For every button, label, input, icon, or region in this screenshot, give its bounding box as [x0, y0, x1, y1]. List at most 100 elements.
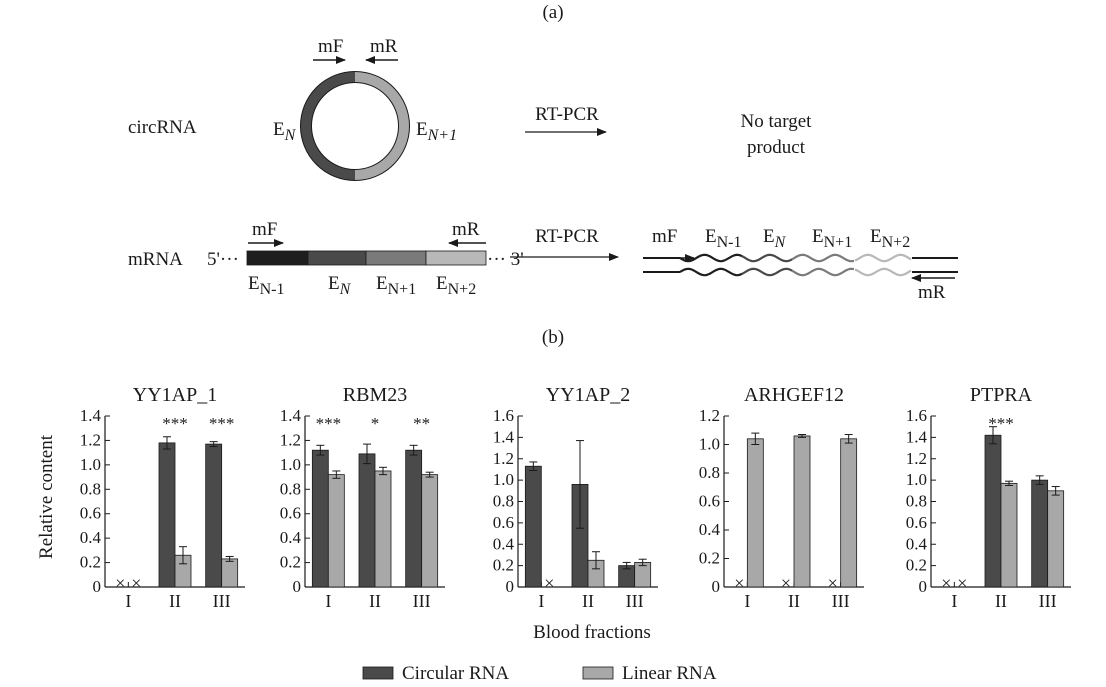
product-exon-label-3: EN+1	[812, 226, 852, 251]
mrna-exon-2	[307, 250, 367, 266]
mrna-label: mRNA	[128, 249, 183, 270]
product-strand-2-segment-1	[679, 267, 743, 277]
product-primer-f: mF	[652, 226, 677, 247]
x-axis-label: Blood fractions	[533, 622, 651, 643]
chart-4-ytick-label-4: 0.8	[699, 463, 720, 482]
chart-4-xtick-label-1: II	[788, 591, 800, 611]
mrna-exon-4	[425, 250, 487, 266]
charts-layer: YY1AP_100.20.40.60.81.01.21.4I× ×II***III…	[80, 384, 1071, 611]
circrna-ring-right	[354, 71, 410, 181]
chart-1-significance-2: ***	[162, 414, 188, 433]
chart-1-significance-3: ***	[209, 414, 235, 433]
chart-3-ytick-label-3: 0.6	[493, 513, 514, 532]
mrna-exon-label-1: EN-1	[248, 273, 285, 298]
circrna-ring-outline-outer	[300, 71, 410, 181]
legend-swatch-circular	[362, 666, 394, 680]
pcr-product	[643, 253, 958, 282]
chart-4-ytick-label-6: 1.2	[699, 406, 720, 425]
legend-label-circular: Circular RNA	[402, 663, 509, 684]
chart-2-title: RBM23	[343, 384, 407, 406]
chart-4-ytick-label-0: 0	[712, 577, 721, 596]
chart-3-ytick-label-8: 1.6	[493, 406, 514, 425]
legend-swatch-linear	[582, 666, 614, 680]
chart-1-missing-1-1: ×	[115, 573, 125, 593]
mrna-five-prime: 5'···	[207, 249, 239, 270]
circrna-primer-r: mR	[370, 36, 398, 57]
product-strand-2-segment-3	[791, 267, 855, 277]
chart-2-bar-2-3	[421, 474, 439, 588]
chart-5-missing-1-1: ×	[941, 573, 951, 593]
product-strand-2-segment-2	[741, 267, 793, 277]
circrna-result-line1: No target	[741, 111, 813, 132]
chart-1-ytick-label-1: 0.2	[80, 553, 101, 572]
chart-2-bar-1-1	[311, 449, 329, 588]
mrna-exon-label-3: EN+1	[376, 273, 416, 298]
mrna-exon-1	[246, 250, 309, 266]
circrna-label: circRNA	[128, 117, 197, 138]
chart-2: RBM23 0 0.2 0.4 0.6 0.8 1.0 1.2 1.4 I *** II * III **	[280, 384, 445, 611]
chart-2-ytick-label-0: 0	[293, 577, 302, 596]
circrna-row: circRNA mF mR EN EN+1 RT-PCR No target p…	[128, 36, 812, 181]
chart-5-missing-2-1: ×	[957, 573, 967, 593]
mrna-exon-label-2: EN	[328, 273, 352, 298]
chart-1-ytick-label-2: 0.4	[80, 528, 102, 547]
chart-3-xtick-label-0: I	[538, 591, 544, 611]
product-strand-2-segment-4	[854, 267, 912, 277]
chart-2-significance-2: *	[371, 414, 380, 433]
chart-1-ytick-label-3: 0.6	[80, 504, 101, 523]
chart-3-missing-2-1: ×	[544, 573, 554, 593]
chart-5-ytick-label-6: 1.2	[906, 449, 927, 468]
y-axis-label: Relative content	[36, 434, 57, 559]
chart-2-ytick-label-4: 0.8	[280, 479, 301, 498]
chart-2-xtick-label-1: II	[369, 591, 381, 611]
chart-3-ytick-label-4: 0.8	[493, 492, 514, 511]
panel-b-label: (b)	[542, 327, 564, 348]
chart-1-xtick-label-0: I	[125, 591, 131, 611]
product-strand-1-segment-2	[741, 253, 793, 263]
chart-1-ytick-label-7: 1.4	[80, 406, 102, 425]
chart-5-ytick-label-5: 1.0	[906, 470, 927, 489]
chart-4-missing-1-1: ×	[734, 573, 744, 593]
chart-2-bar-2-1	[327, 474, 345, 588]
circrna-ring-outline-inner	[311, 82, 399, 170]
chart-4-ytick-label-2: 0.4	[699, 520, 721, 539]
chart-5-xtick-label-2: III	[1039, 591, 1057, 611]
circrna-method: RT-PCR	[535, 104, 599, 125]
chart-5-bar-2-2	[1000, 482, 1018, 588]
chart-1-title: YY1AP_1	[133, 384, 217, 406]
chart-2-ytick-label-6: 1.2	[280, 430, 301, 449]
chart-2-xtick-label-0: I	[325, 591, 331, 611]
mrna-primer-r: mR	[452, 219, 480, 240]
circrna-exon-right: EN+1	[416, 119, 457, 144]
product-exon-label-2: EN	[763, 226, 787, 251]
chart-5-significance-2: ***	[988, 414, 1014, 433]
chart-1-ytick-label-0: 0	[93, 577, 102, 596]
chart-1-ytick-label-6: 1.2	[80, 430, 101, 449]
chart-4-xtick-label-0: I	[744, 591, 750, 611]
chart-3-ytick-label-5: 1.0	[493, 470, 514, 489]
chart-1-xtick-label-2: III	[213, 591, 231, 611]
chart-5-bar-2-3	[1047, 490, 1065, 588]
chart-4-title: ARHGEF12	[744, 384, 844, 406]
chart-2-ytick-label-3: 0.6	[280, 504, 301, 523]
legend: Circular RNA Linear RNA	[362, 663, 717, 684]
mrna-exon-3	[365, 250, 427, 266]
panel-a: (a) circRNA mF mR EN EN+1 RT-PCR No targ…	[128, 2, 958, 303]
mrna-method: RT-PCR	[535, 226, 599, 247]
chart-5-title: PTPRA	[970, 384, 1033, 406]
chart-5-bar-1-2	[984, 434, 1002, 588]
legend-label-linear: Linear RNA	[622, 663, 717, 684]
product-exon-label-4: EN+2	[870, 226, 910, 251]
chart-1-ytick-label-5: 1.0	[80, 455, 101, 474]
product-strand-1-segment-3	[791, 253, 855, 263]
chart-4-missing-1-2: ×	[781, 573, 791, 593]
chart-2-ytick-label-2: 0.4	[280, 528, 302, 547]
chart-5-xtick-label-1: II	[995, 591, 1007, 611]
chart-3-ytick-label-7: 1.4	[493, 427, 515, 446]
chart-4-bar-2-3	[840, 438, 858, 588]
chart-2-significance-1: ***	[316, 414, 342, 433]
chart-2-xtick-label-2: III	[413, 591, 431, 611]
chart-5-ytick-label-1: 0.2	[906, 556, 927, 575]
